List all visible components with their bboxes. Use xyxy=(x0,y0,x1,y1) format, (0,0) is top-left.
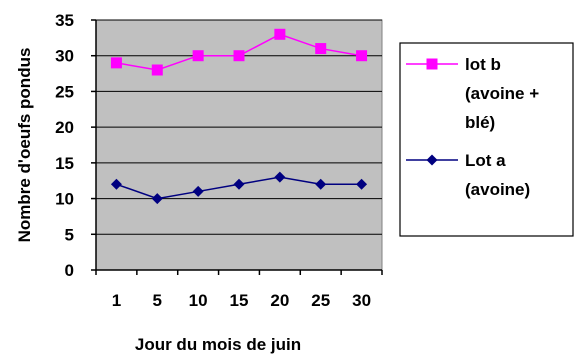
legend-label: blé) xyxy=(465,113,495,132)
series-0 xyxy=(110,28,368,76)
data-point xyxy=(356,178,368,190)
y-tick-label: 5 xyxy=(65,225,74,244)
data-point xyxy=(151,193,163,205)
x-axis-ticks: 1 5 10 15 20 25 30 xyxy=(95,270,383,310)
x-tick-label: 25 xyxy=(311,291,330,310)
legend-label: Lot a xyxy=(465,151,506,170)
legend-label: lot b xyxy=(465,55,501,74)
y-tick-label: 20 xyxy=(55,118,74,137)
x-tick-label: 1 xyxy=(112,291,121,310)
y-axis-title: Nombre d'oeufs pondus xyxy=(15,48,34,243)
legend-label: (avoine + xyxy=(465,84,539,103)
legend-label: (avoine) xyxy=(465,180,530,199)
data-point xyxy=(233,50,245,62)
data-point xyxy=(110,178,122,190)
legend: lot b (avoine + blé) Lot a (avoine) xyxy=(406,55,539,199)
legend-marker xyxy=(426,154,438,166)
y-axis-ticks: 0 5 10 15 20 25 30 35 xyxy=(55,11,96,280)
data-point xyxy=(356,50,368,62)
legend-item-1: Lot a (avoine) xyxy=(406,151,530,199)
y-tick-label: 25 xyxy=(55,82,74,101)
data-point xyxy=(110,57,122,69)
y-tick-label: 10 xyxy=(55,190,74,209)
legend-marker xyxy=(426,58,438,70)
y-tick-label: 15 xyxy=(55,154,74,173)
data-point xyxy=(315,178,327,190)
x-tick-label: 30 xyxy=(352,291,371,310)
data-point xyxy=(192,50,204,62)
x-axis-title: Jour du mois de juin xyxy=(135,335,301,354)
series-1 xyxy=(110,171,368,205)
legend-item-0: lot b (avoine + blé) xyxy=(406,55,539,132)
data-point xyxy=(192,185,204,197)
y-tick-label: 30 xyxy=(55,47,74,66)
x-tick-label: 5 xyxy=(153,291,162,310)
legend-box xyxy=(399,42,574,237)
x-tick-label: 10 xyxy=(189,291,208,310)
data-point xyxy=(151,64,163,76)
y-tick-label: 0 xyxy=(65,261,74,280)
data-point xyxy=(274,28,286,40)
plot-area xyxy=(95,19,383,271)
y-tick-label: 35 xyxy=(55,11,74,30)
x-tick-label: 15 xyxy=(230,291,249,310)
data-point xyxy=(233,178,245,190)
series-layer xyxy=(110,28,368,205)
data-point xyxy=(274,171,286,183)
data-point xyxy=(315,43,327,55)
x-tick-label: 20 xyxy=(270,291,289,310)
